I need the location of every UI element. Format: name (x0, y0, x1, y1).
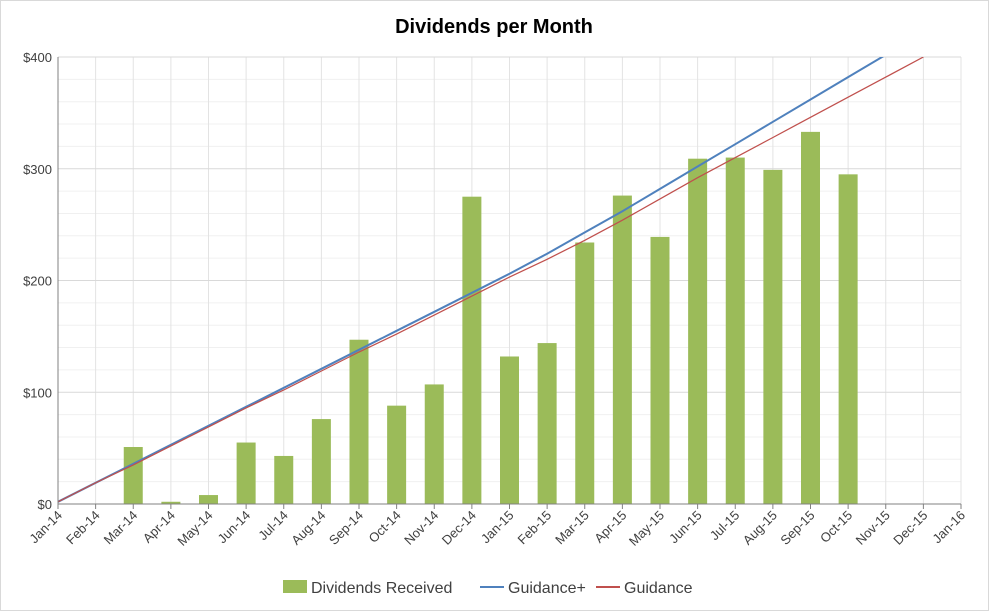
legend-label: Guidance (624, 580, 693, 597)
bar (199, 495, 218, 504)
bar (575, 242, 595, 504)
bar (763, 169, 783, 504)
bar (123, 447, 143, 504)
y-tick-label: $400 (23, 50, 52, 65)
line-series (58, 57, 924, 503)
legend-label: Dividends Received (311, 580, 452, 597)
y-tick-label: $100 (23, 385, 52, 400)
bar (838, 174, 858, 504)
series-line (58, 57, 924, 503)
bar (424, 384, 444, 504)
chart-title: Dividends per Month (395, 16, 593, 38)
bar (537, 343, 557, 504)
bar (462, 196, 482, 504)
bar-series (123, 131, 858, 505)
bar (688, 158, 708, 504)
legend: Dividends Received Guidance+ Guidance (283, 580, 693, 597)
bar (612, 195, 632, 504)
bar (311, 419, 331, 504)
bar (349, 339, 369, 504)
bar (725, 157, 745, 504)
bar (500, 356, 519, 504)
legend-swatch (283, 580, 307, 593)
bar (274, 455, 294, 504)
bar (387, 405, 407, 504)
bar (650, 236, 670, 505)
legend-label: Guidance+ (508, 580, 586, 597)
y-tick-label: $200 (23, 274, 52, 289)
series-line (58, 57, 885, 503)
bar (161, 501, 181, 504)
y-tick-label: $300 (23, 162, 52, 177)
y-tick-label: $0 (38, 497, 52, 512)
bar (801, 131, 820, 504)
bar (236, 442, 256, 504)
